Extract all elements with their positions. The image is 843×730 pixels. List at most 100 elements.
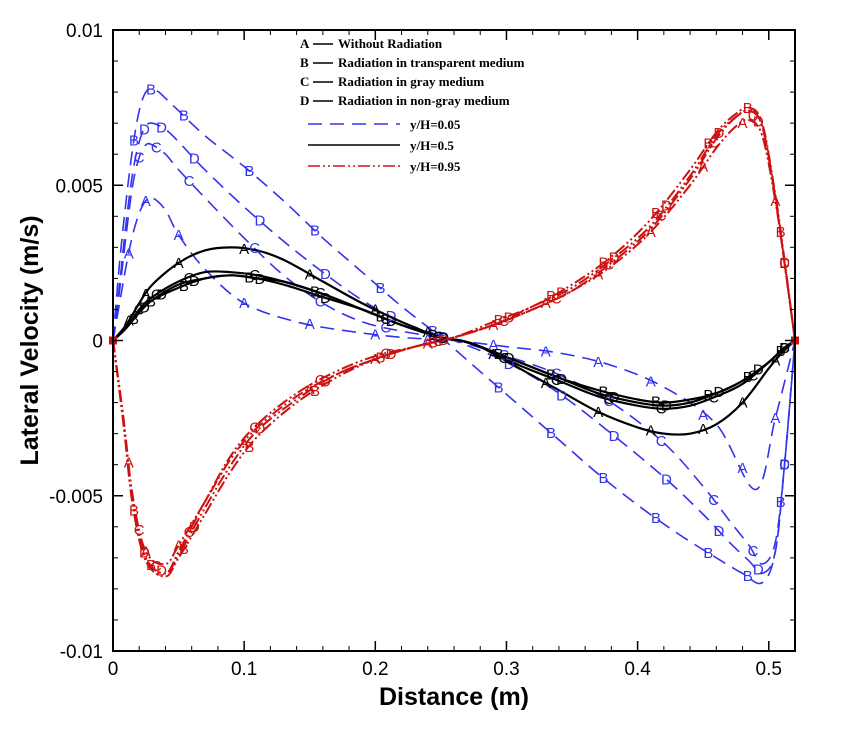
series-marker-b: B bbox=[651, 510, 661, 527]
series-marker-c: C bbox=[779, 255, 790, 272]
series-marker-a: A bbox=[541, 295, 551, 312]
series-marker-b: B bbox=[146, 293, 156, 310]
legend-case-marker: C bbox=[300, 74, 309, 89]
legend-position-label: y/H=0.05 bbox=[410, 117, 461, 132]
series-marker-c: C bbox=[151, 558, 162, 575]
series-marker-a: A bbox=[423, 324, 433, 341]
series-marker-d: D bbox=[661, 472, 672, 489]
series-marker-d: D bbox=[714, 523, 725, 540]
series-marker-b: B bbox=[428, 323, 438, 340]
legend-case-label: Radiation in transparent medium bbox=[338, 55, 525, 70]
series-marker-b: B bbox=[129, 311, 139, 328]
series-marker-a: A bbox=[124, 454, 134, 471]
series-marker-b: B bbox=[703, 545, 713, 562]
x-axis-title: Distance (m) bbox=[379, 683, 529, 711]
series-marker-b: B bbox=[743, 568, 753, 585]
series-marker-b: B bbox=[376, 349, 386, 366]
series-marker-d: D bbox=[753, 362, 764, 379]
legend-case-label: Radiation in gray medium bbox=[338, 74, 484, 89]
series-marker-d: D bbox=[156, 287, 167, 304]
series-marker-c: C bbox=[134, 522, 145, 539]
series-marker-a: A bbox=[593, 354, 603, 371]
series-marker-d: D bbox=[556, 371, 567, 388]
series-marker-b: B bbox=[776, 494, 786, 511]
series-marker-c: C bbox=[315, 285, 326, 302]
series-marker-c: C bbox=[498, 347, 509, 364]
series-marker-a: A bbox=[593, 266, 603, 283]
series-marker-d: D bbox=[320, 290, 331, 307]
y-tick-label: 0.005 bbox=[55, 176, 103, 197]
y-tick-label: 0 bbox=[92, 332, 103, 353]
series-marker-d: D bbox=[609, 428, 620, 445]
legend-case-label: Without Radiation bbox=[338, 36, 443, 51]
series-marker-d: D bbox=[609, 389, 620, 406]
series-marker-a: A bbox=[141, 544, 151, 561]
series-line-d-black bbox=[112, 274, 796, 407]
series-line-b-red bbox=[112, 106, 796, 578]
series-marker-a: A bbox=[124, 313, 134, 330]
series-marker-a: A bbox=[738, 395, 748, 412]
series-marker-b: B bbox=[428, 327, 438, 344]
series-marker-b: B bbox=[244, 163, 254, 180]
series-marker-d: D bbox=[139, 300, 150, 317]
series-marker-d: D bbox=[753, 114, 764, 131]
series-marker-d: D bbox=[438, 330, 449, 347]
series-marker-a: A bbox=[593, 404, 603, 421]
series-marker-a: A bbox=[770, 193, 780, 210]
series-marker-a: A bbox=[239, 295, 249, 312]
series-marker-a: A bbox=[423, 331, 433, 348]
series-marker-b: B bbox=[651, 205, 661, 222]
series-marker-b: B bbox=[129, 503, 139, 520]
series-marker-a: A bbox=[174, 255, 184, 272]
series-marker-b: B bbox=[179, 541, 189, 558]
series-marker-c: C bbox=[433, 330, 444, 347]
series-marker-d: D bbox=[320, 266, 331, 283]
series-marker-c: C bbox=[498, 313, 509, 330]
series-marker-a: A bbox=[239, 241, 249, 258]
series-line-c-blue bbox=[112, 142, 796, 565]
series-marker-c: C bbox=[551, 372, 562, 389]
series-marker-d: D bbox=[254, 271, 265, 288]
series-marker-c: C bbox=[656, 433, 667, 450]
series-marker-b: B bbox=[146, 82, 156, 99]
series-marker-d: D bbox=[254, 213, 265, 230]
series-marker-a: A bbox=[141, 193, 151, 210]
series-line-a-red bbox=[112, 118, 796, 566]
series-marker-c: C bbox=[315, 372, 326, 389]
series-marker-b: B bbox=[546, 425, 556, 442]
series-marker-d: D bbox=[504, 350, 515, 367]
y-tick-label: 0.01 bbox=[66, 21, 103, 42]
series-marker-a: A bbox=[370, 351, 380, 368]
series-marker-d: D bbox=[139, 121, 150, 138]
series-marker-c: C bbox=[708, 492, 719, 509]
series-marker-b: B bbox=[376, 309, 386, 326]
series-marker-c: C bbox=[656, 207, 667, 224]
series-marker-b: B bbox=[179, 108, 189, 125]
series-marker-c: C bbox=[433, 329, 444, 346]
series-marker-c: C bbox=[603, 393, 614, 410]
x-tick-label: 0.4 bbox=[624, 659, 651, 680]
series-marker-d: D bbox=[189, 519, 200, 536]
series-marker-b: B bbox=[310, 283, 320, 300]
series-marker-a: A bbox=[141, 286, 151, 303]
series-marker-b: B bbox=[428, 334, 438, 351]
legend: A Without Radiation B Radiation in transpar… bbox=[300, 36, 525, 174]
y-axis-title: Lateral Velocity (m/s) bbox=[16, 215, 44, 465]
series-marker-d: D bbox=[438, 332, 449, 349]
series-marker-c: C bbox=[433, 333, 444, 350]
series-marker-d: D bbox=[779, 457, 790, 474]
series-marker-d: D bbox=[386, 313, 397, 330]
series-marker-a: A bbox=[646, 423, 656, 440]
series-marker-c: C bbox=[708, 389, 719, 406]
series-marker-c: C bbox=[551, 366, 562, 383]
x-tick-label: 0.3 bbox=[493, 659, 519, 680]
legend-position-label: y/H=0.5 bbox=[410, 138, 454, 153]
x-tick-label: 0.1 bbox=[231, 659, 257, 680]
series-marker-d: D bbox=[661, 397, 672, 414]
series-marker-b: B bbox=[599, 254, 609, 271]
series-marker-b: B bbox=[310, 223, 320, 240]
series-marker-c: C bbox=[380, 311, 391, 328]
series-marker-b: B bbox=[651, 394, 661, 411]
series-line-a-blue bbox=[112, 196, 796, 491]
